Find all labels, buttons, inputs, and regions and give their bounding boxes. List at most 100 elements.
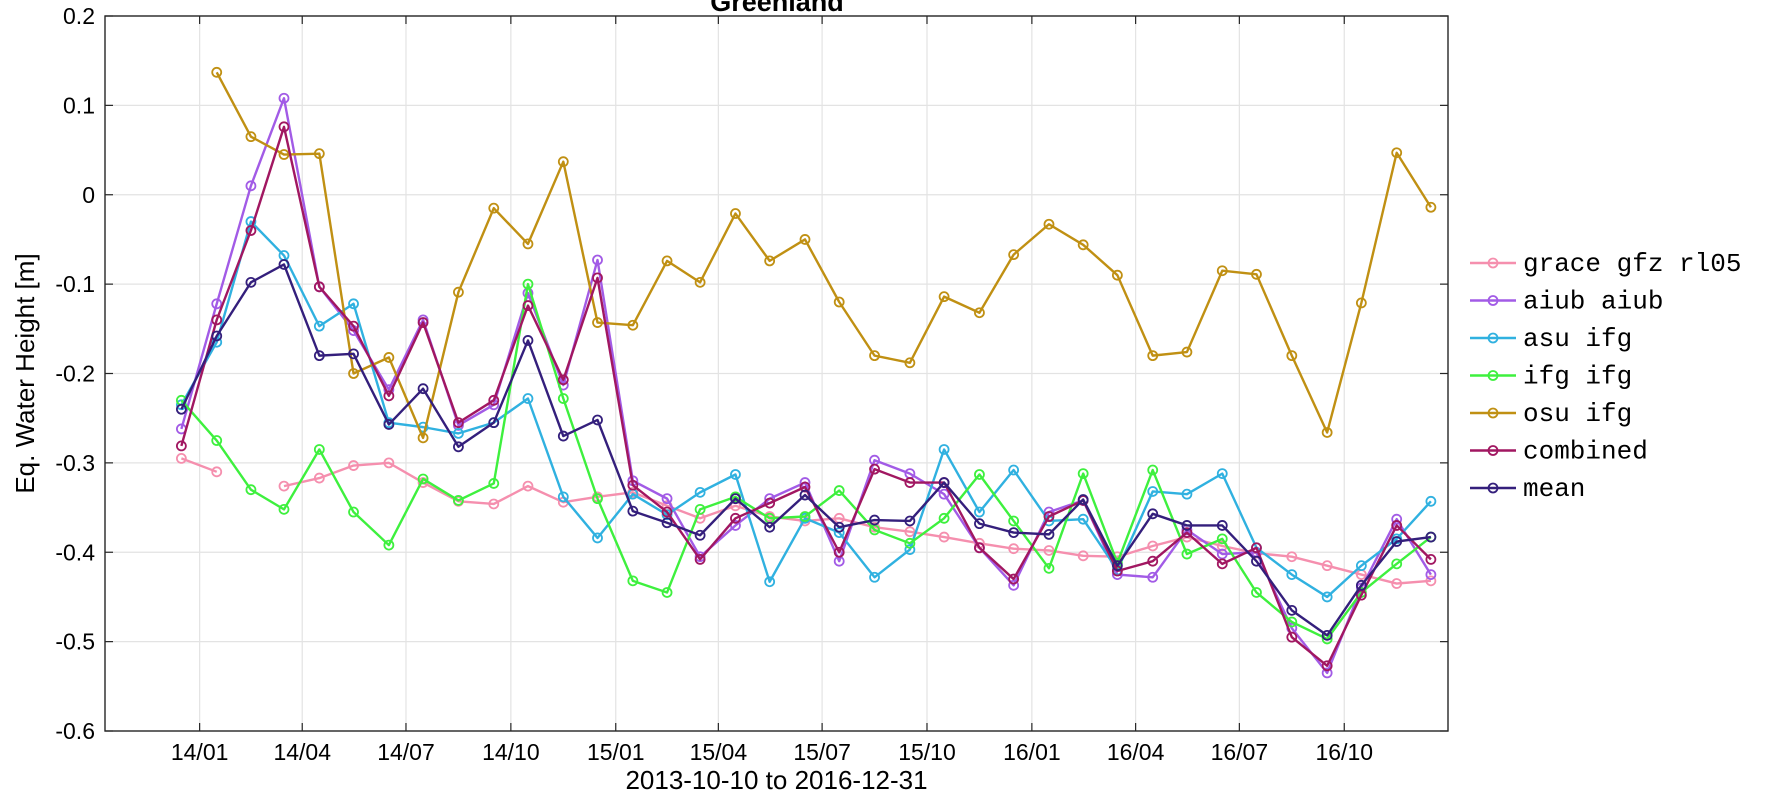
data-point — [1181, 548, 1193, 560]
data-point — [938, 291, 950, 303]
data-point — [313, 472, 325, 484]
data-point — [1355, 579, 1367, 591]
data-point — [1043, 545, 1055, 556]
data-point — [1111, 269, 1123, 281]
data-point — [627, 505, 639, 517]
data-point — [522, 393, 534, 404]
data-point — [833, 521, 845, 533]
data-point — [1216, 558, 1228, 570]
data-point — [348, 506, 359, 518]
data-point — [211, 466, 223, 478]
data-point — [1181, 520, 1193, 531]
data-point — [1216, 468, 1228, 480]
data-point — [488, 478, 500, 489]
data-point — [211, 330, 223, 342]
data-point — [1251, 268, 1262, 280]
data-point — [557, 491, 569, 503]
series-osu-ifg — [211, 66, 1437, 444]
data-point — [1077, 494, 1089, 505]
data-point — [1147, 508, 1159, 520]
data-point — [1043, 511, 1055, 522]
data-point — [592, 414, 603, 426]
data-point — [627, 319, 639, 331]
data-point — [661, 493, 673, 505]
data-point — [1425, 531, 1437, 543]
legend-swatch-marker — [1487, 370, 1499, 381]
data-point — [348, 298, 359, 310]
y-tick-label: -0.4 — [55, 539, 95, 565]
series-ifg-ifg — [175, 278, 1437, 645]
data-point — [278, 259, 290, 270]
data-point — [348, 320, 359, 332]
data-point — [313, 320, 325, 332]
x-tick-label: 14/10 — [482, 739, 540, 765]
data-point — [730, 520, 741, 531]
data-point — [904, 526, 916, 538]
data-point — [211, 435, 223, 446]
data-point — [1147, 540, 1159, 552]
data-point — [522, 300, 534, 311]
series-asu-ifg — [175, 216, 1437, 603]
legend-item: mean — [1470, 474, 1585, 504]
data-point — [557, 156, 569, 168]
data-point — [1425, 554, 1437, 565]
legend-swatch-marker — [1487, 445, 1499, 456]
data-point — [1321, 660, 1333, 672]
legend-label: ifg ifg — [1523, 362, 1632, 392]
x-tick-label: 16/07 — [1211, 739, 1269, 765]
data-point — [694, 276, 706, 288]
legend-swatch-marker — [1487, 295, 1499, 306]
y-tick-label: -0.6 — [55, 718, 95, 744]
data-point — [974, 542, 985, 554]
data-point — [730, 493, 741, 505]
data-point — [313, 281, 325, 293]
legend-swatch-marker — [1487, 407, 1499, 419]
data-point — [694, 554, 706, 565]
data-point — [592, 532, 603, 544]
data-point — [175, 403, 187, 415]
legend-label: asu ifg — [1523, 324, 1632, 354]
data-point — [1391, 536, 1403, 547]
data-point — [938, 488, 950, 500]
data-point — [1251, 555, 1262, 567]
data-point — [627, 575, 639, 587]
data-point — [383, 539, 395, 551]
data-point — [1077, 550, 1089, 562]
y-tick-label: 0 — [82, 182, 95, 208]
data-point — [313, 350, 325, 362]
data-point — [211, 298, 223, 310]
data-point — [1321, 667, 1333, 679]
y-tick-label: 0.2 — [63, 3, 95, 29]
legend-item: osu ifg — [1470, 399, 1632, 429]
legend-label: aiub aiub — [1523, 287, 1663, 317]
legend-item: aiub aiub — [1470, 287, 1663, 317]
data-point — [1216, 533, 1228, 545]
data-point — [869, 350, 880, 362]
data-point — [974, 307, 985, 319]
x-tick-label: 14/07 — [377, 739, 435, 765]
legend-item: grace gfz rl05 — [1470, 249, 1741, 279]
x-tick-label: 16/04 — [1107, 739, 1165, 765]
x-tick-label: 16/01 — [1003, 739, 1061, 765]
data-point — [348, 460, 359, 471]
data-point — [974, 469, 985, 480]
data-point — [1147, 350, 1159, 362]
data-point — [1147, 571, 1159, 583]
y-tick-label: -0.3 — [55, 450, 95, 476]
data-point — [661, 506, 673, 518]
data-point — [1008, 464, 1020, 476]
data-point — [1008, 527, 1020, 538]
data-point — [383, 419, 395, 430]
data-point — [1043, 218, 1055, 230]
data-point — [592, 254, 603, 266]
grid — [105, 15, 1448, 732]
data-point — [833, 546, 845, 558]
data-point — [522, 480, 534, 492]
data-point — [904, 357, 916, 369]
series-line — [180, 220, 1432, 599]
data-point — [522, 278, 534, 290]
legend-item: asu ifg — [1470, 324, 1632, 354]
data-point — [938, 477, 950, 488]
data-point — [904, 544, 916, 555]
data-point — [730, 512, 741, 524]
